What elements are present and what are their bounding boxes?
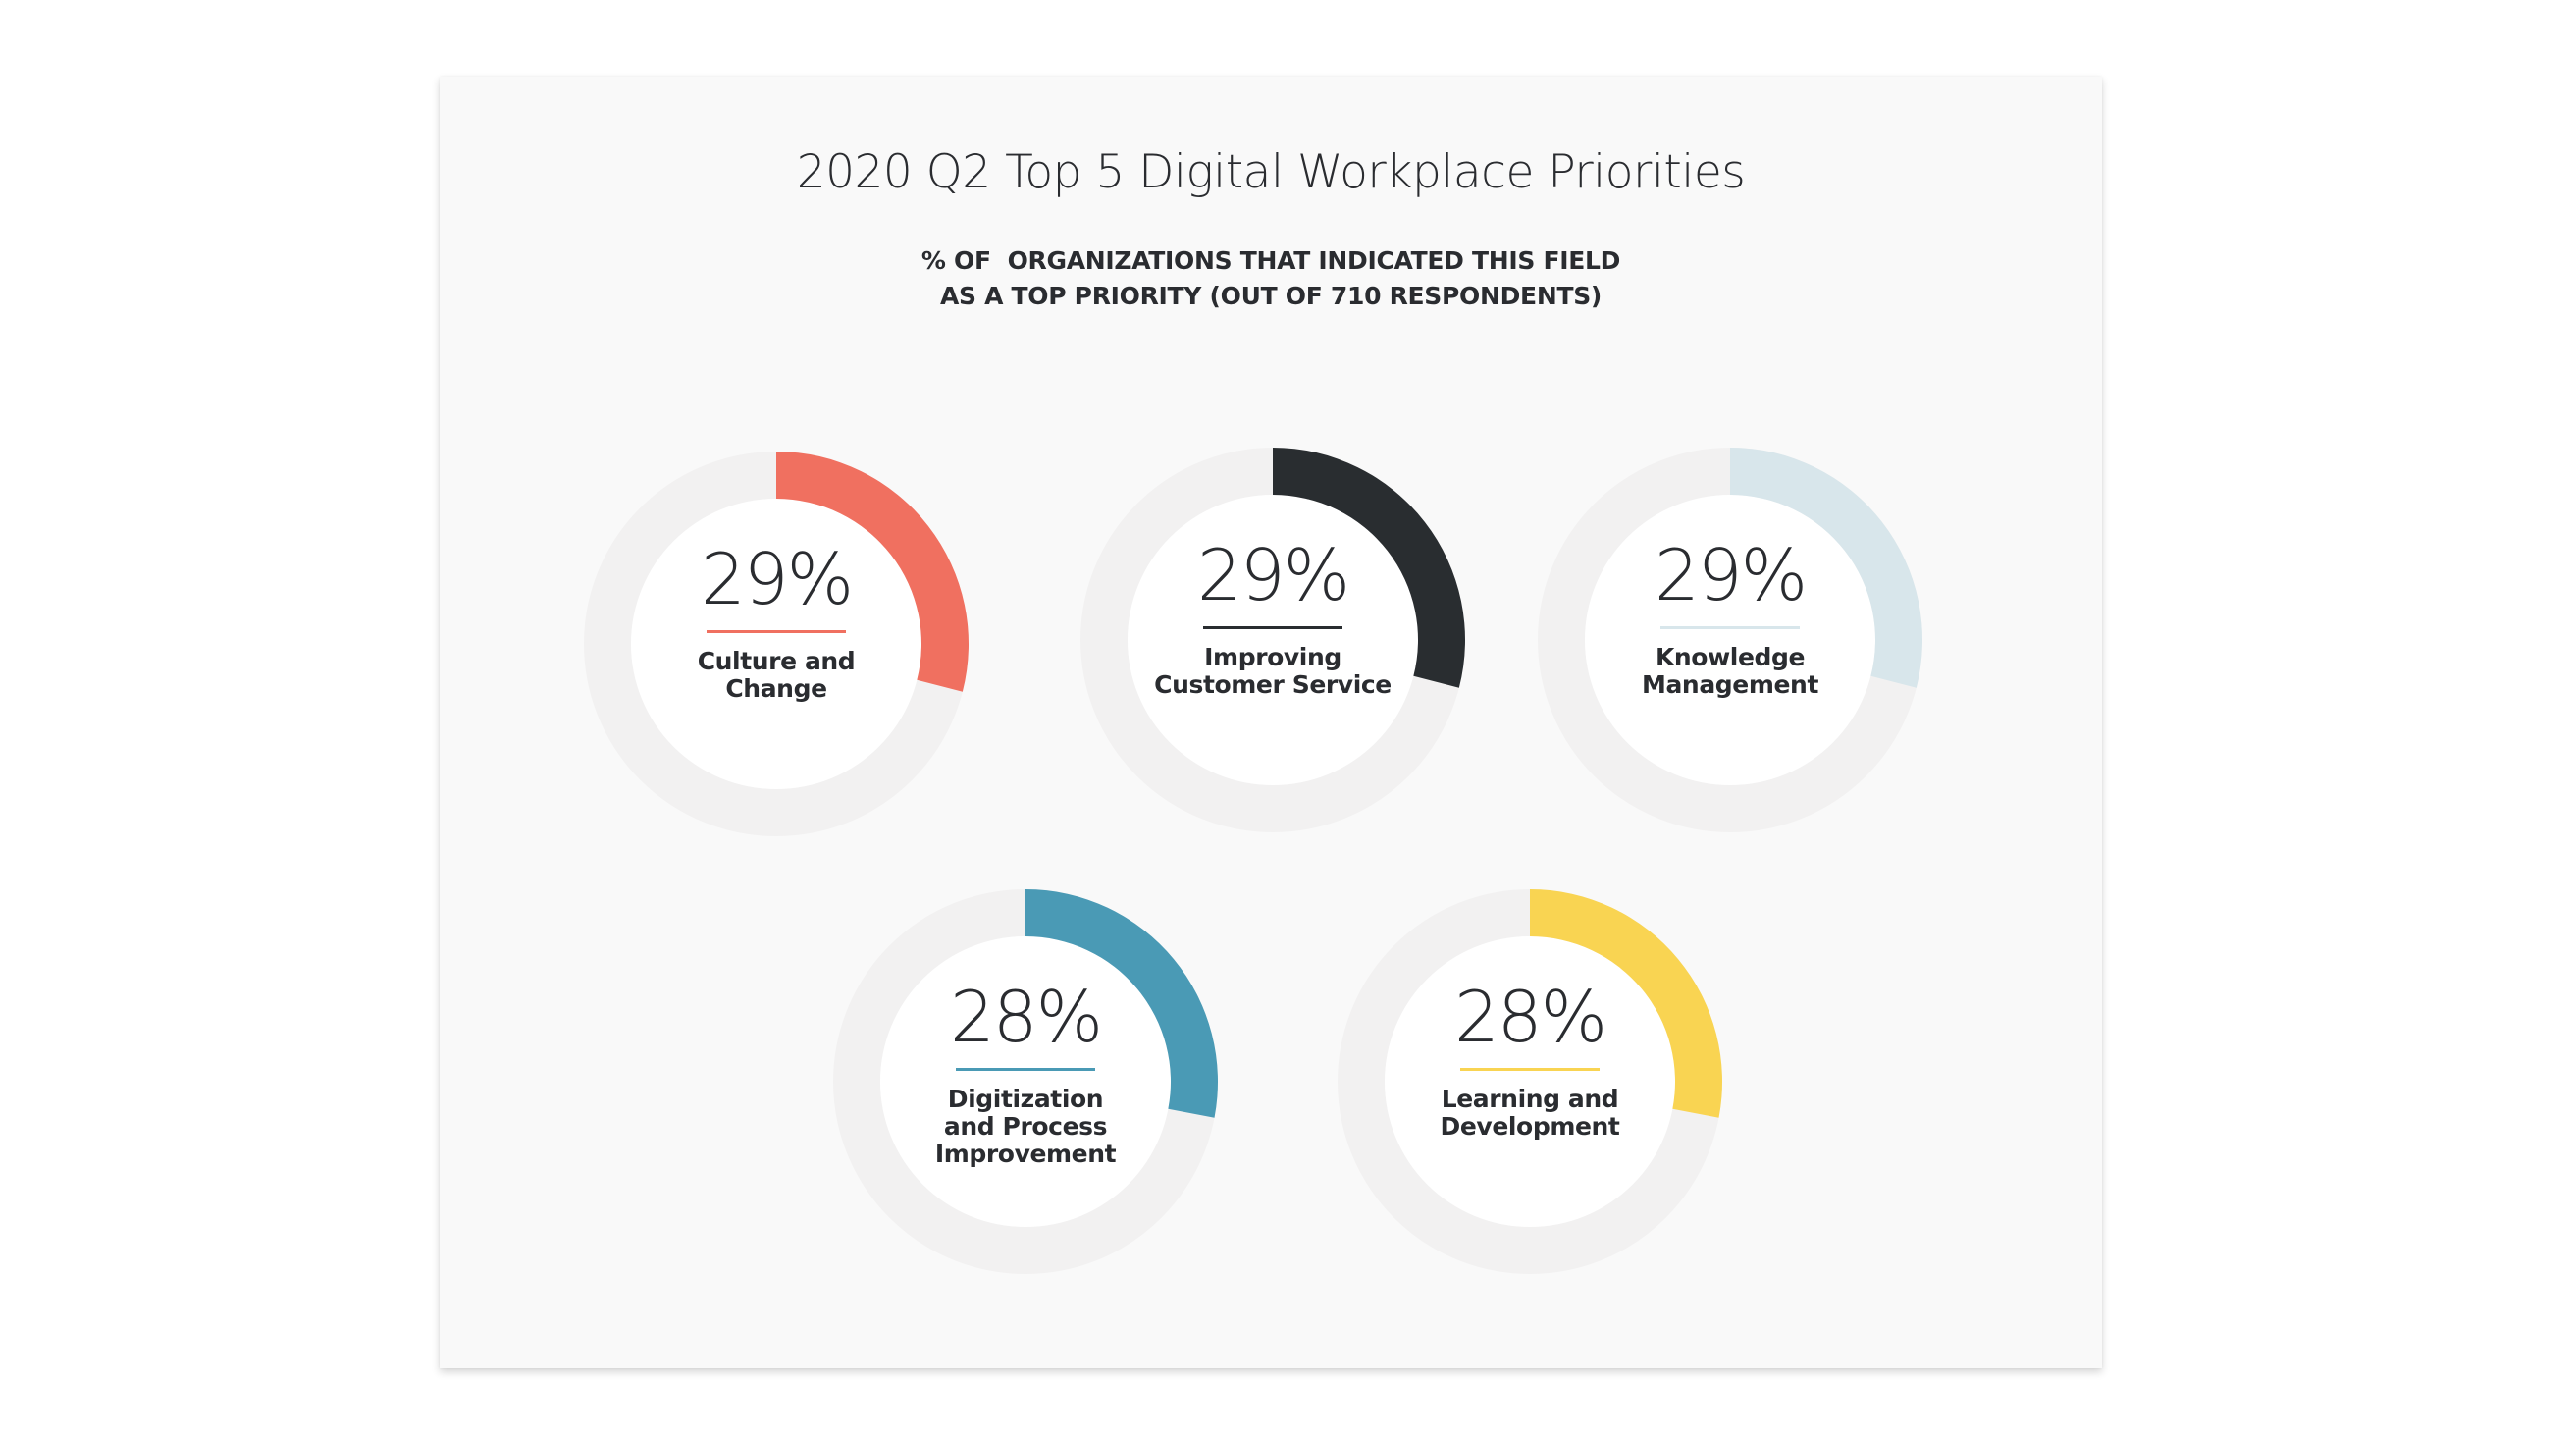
donut-center: [880, 936, 1171, 1227]
donut-category-label-line: Customer Service: [1154, 670, 1392, 699]
donut-culture-and-change: 29% Culture and Change: [580, 448, 973, 840]
donut-category-label-line: Development: [1440, 1112, 1620, 1141]
donut-ring: [833, 889, 1218, 1274]
donut-accent-rule: [707, 630, 846, 633]
subtitle-line-1: % OF ORGANIZATIONS THAT INDICATED THIS F…: [920, 246, 1621, 275]
donut-center: [1385, 936, 1675, 1227]
chart-title: 2020 Q2 Top 5 Digital Workplace Prioriti…: [796, 145, 1746, 199]
donut-category-label-line: Management: [1641, 670, 1819, 699]
subtitle-line-2: AS A TOP PRIORITY (OUT OF 710 RESPONDENT…: [939, 282, 1603, 310]
donut-accent-rule: [1460, 1068, 1600, 1071]
donut-percent-label: 29%: [1196, 534, 1350, 616]
donut-value-arc: [1730, 448, 1922, 688]
donut-value-arc: [1273, 448, 1465, 688]
donut-ring: [584, 452, 969, 836]
donut-value-arc: [1025, 889, 1218, 1118]
donut-category-label: Culture and Change: [629, 648, 923, 703]
donut-knowledge-management: 29% Knowledge Management: [1534, 444, 1926, 836]
infographic-card: 2020 Q2 Top 5 Digital Workplace Prioriti…: [440, 77, 2102, 1368]
donut-category-label-line: Improving: [1204, 643, 1341, 671]
donut-category-label: Knowledge Management: [1583, 644, 1877, 699]
donut-value-arc: [1530, 889, 1722, 1118]
donut-percent-label: 28%: [949, 976, 1103, 1058]
donut-category-label-line: Improvement: [934, 1140, 1117, 1168]
donut-ring: [1538, 448, 1922, 832]
donut-learning-and-development: 28% Learning and Development: [1334, 885, 1726, 1278]
donut-ring: [1338, 889, 1722, 1274]
donut-value-arc: [776, 452, 969, 692]
donut-accent-rule: [1203, 626, 1342, 629]
donut-accent-rule: [956, 1068, 1095, 1071]
donut-center: [1128, 495, 1418, 785]
donut-improving-customer-service: 29% Improving Customer Service: [1077, 444, 1469, 836]
donut-digitization-and-process-improvement: 28% Digitization and Process Improvement: [829, 885, 1222, 1278]
donut-percent-label: 29%: [1654, 534, 1808, 616]
donut-accent-rule: [1660, 626, 1800, 629]
donut-category-label-line: Change: [725, 674, 827, 703]
donut-category-label-line: Learning and: [1441, 1085, 1619, 1113]
donut-percent-label: 29%: [700, 538, 854, 620]
donut-center: [631, 499, 921, 789]
donut-percent-label: 28%: [1453, 976, 1607, 1058]
donut-category-label: Learning and Development: [1383, 1086, 1677, 1141]
donut-category-label-line: Knowledge: [1655, 643, 1806, 671]
donut-category-label-line: Digitization: [947, 1085, 1104, 1113]
donut-category-label-line: and Process: [943, 1112, 1108, 1141]
donut-category-label: Improving Customer Service: [1126, 644, 1420, 699]
donut-ring: [1080, 448, 1465, 832]
donut-category-label-line: Culture and: [697, 647, 856, 675]
donut-center: [1585, 495, 1875, 785]
chart-subtitle: % OF ORGANIZATIONS THAT INDICATED THIS F…: [440, 243, 2102, 314]
donut-category-label: Digitization and Process Improvement: [878, 1086, 1173, 1168]
